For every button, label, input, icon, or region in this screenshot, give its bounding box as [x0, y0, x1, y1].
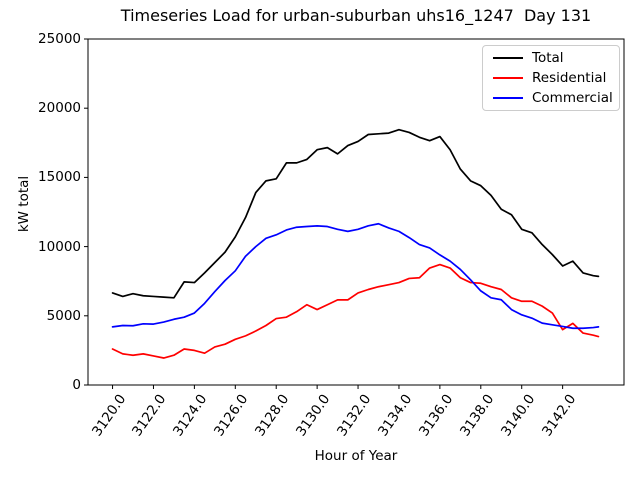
axes-spines	[87, 38, 625, 386]
legend-line-swatch-commercial	[493, 97, 523, 99]
total-line	[111, 128, 600, 299]
x-axis-label: Hour of Year	[314, 448, 398, 464]
legend-entry-commercial: Commercial	[483, 88, 619, 108]
y-tick-label: 20000	[38, 100, 81, 117]
y-tick-label: 0	[72, 377, 81, 393]
y-tick-label: 10000	[38, 238, 81, 255]
legend-line-swatch-residential	[493, 77, 523, 79]
y-tick-label: 15000	[38, 169, 81, 186]
residential-line	[111, 263, 600, 359]
legend-label-total: Total	[532, 50, 564, 66]
legend-entry-residential: Residential	[483, 68, 619, 88]
y-tick-label: 25000	[38, 31, 81, 47]
commercial-line	[111, 222, 600, 330]
legend-label-residential: Residential	[532, 70, 607, 86]
legend-entry-total: Total	[483, 48, 619, 68]
y-tick-label: 5000	[46, 307, 81, 324]
legend-label-commercial: Commercial	[532, 90, 613, 106]
chart-title: Timeseries Load for urban-suburban uhs16…	[120, 6, 592, 25]
legend-line-swatch-total	[493, 57, 523, 59]
legend: Total Residential Commercial	[482, 45, 620, 111]
